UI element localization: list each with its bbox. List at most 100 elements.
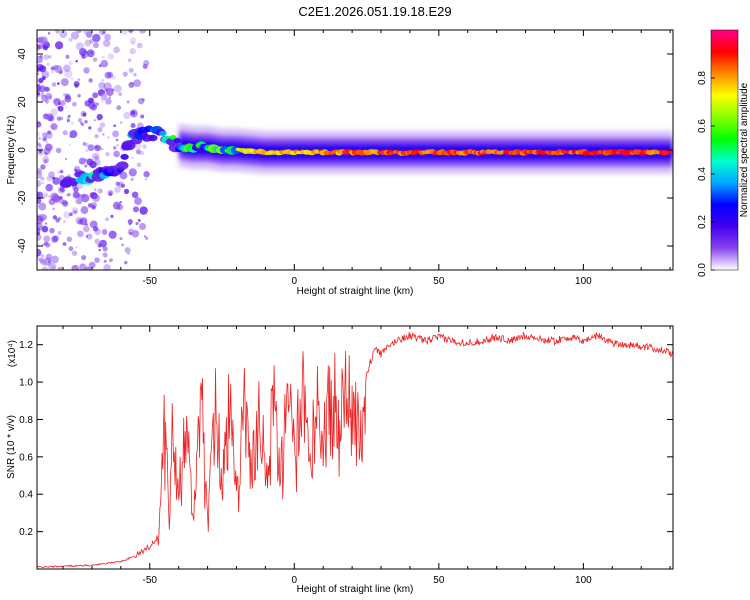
spectrogram-noise-dot — [108, 230, 117, 239]
spectrogram-noise-dot — [42, 136, 47, 142]
spectrogram-noise-dot — [71, 250, 78, 256]
spectrogram-noise-dot — [84, 39, 92, 47]
spectrogram-noise-dot — [77, 78, 81, 81]
colorbar-tick-label: 0.0 — [697, 263, 708, 277]
spectrogram-noise-dot — [83, 225, 90, 233]
spectrogram-noise-dot — [57, 105, 64, 112]
spectrogram-noise-dot — [121, 243, 124, 247]
spectrogram-noise-dot — [92, 57, 98, 62]
spectrogram-noise-dot — [90, 104, 98, 111]
spectrogram-noise-dot — [57, 266, 63, 270]
spectrogram-noise-dot — [70, 121, 74, 125]
spectrogram-noise-dot — [37, 256, 40, 261]
spectrogram-noise-dot — [100, 59, 109, 68]
y-tick-label: 1.0 — [19, 378, 33, 389]
spectrogram-noise-dot — [48, 95, 52, 99]
spectrogram-noise-dot — [102, 133, 105, 136]
spectrogram-noise-dot — [48, 171, 55, 178]
spectrogram-noise-dot — [46, 62, 50, 66]
x-tick-label: -50 — [143, 276, 158, 287]
spectrogram-image — [37, 30, 673, 270]
spectrogram-noise-dot — [43, 192, 49, 198]
spectrogram-noise-dot — [64, 95, 72, 103]
spectrogram-noise-dot — [105, 98, 112, 105]
spectrogram-noise-dot — [127, 58, 132, 62]
spectrogram-noise-dot — [50, 108, 58, 116]
spectrogram-noise-dot — [83, 30, 92, 35]
spectrogram-noise-dot — [57, 171, 60, 174]
spectrogram-noise-dot — [128, 168, 137, 177]
spectrogram-noise-dot — [131, 156, 134, 160]
spectrogram-noise-dot — [37, 91, 41, 96]
spectrogram-noise-dot — [37, 242, 40, 246]
spectrogram-noise-dot — [40, 164, 46, 170]
spectrogram-noise-dot — [114, 186, 121, 193]
spectrogram-noise-dot — [121, 30, 128, 36]
spectrogram-noise-dot — [120, 183, 126, 188]
spectrogram-noise-dot — [99, 239, 107, 248]
spectrogram-noise-dot — [87, 144, 95, 152]
spectrogram-noise-dot — [47, 260, 51, 264]
spectrogram-noise-dot — [59, 187, 65, 193]
spectrogram-noise-dot — [39, 258, 46, 265]
spectrogram-noise-dot — [37, 226, 41, 234]
spectrogram-noise-dot — [52, 194, 61, 203]
spectrogram-noise-dot — [75, 197, 82, 205]
spectrogram-noise-dot — [118, 92, 123, 97]
spectrogram-noise-dot — [97, 127, 103, 133]
spectrogram-noise-dot — [57, 231, 62, 235]
spectrogram-noise-dot — [89, 39, 94, 44]
spectrogram-noise-dot — [107, 71, 114, 79]
spectrogram-noise-dot — [138, 30, 147, 34]
spectrogram-noise-dot — [86, 49, 95, 58]
spectrogram-noise-dot — [100, 98, 105, 103]
spectrogram-noise-dot — [131, 191, 139, 199]
spectrogram-noise-dot — [82, 142, 87, 146]
spectrogram-noise-dot — [52, 235, 60, 242]
spectrogram-noise-dot — [37, 143, 43, 149]
spectrogram-noise-dot — [51, 266, 55, 270]
spectrogram-noise-dot — [62, 130, 68, 136]
spectrogram-noise-dot — [44, 86, 50, 92]
spectrogram-noise-dot — [83, 67, 90, 74]
spectrogram-noise-dot — [39, 150, 42, 154]
spectrogram-noise-dot — [123, 111, 131, 120]
spectrogram-noise-dot — [57, 82, 60, 85]
spectrogram-noise-dot — [107, 189, 114, 196]
spectrogram-noise-dot — [137, 218, 141, 222]
spectrogram-noise-dot — [41, 70, 50, 79]
spectrogram-noise-dot — [79, 263, 87, 270]
spectrogram-noise-dot — [51, 70, 54, 74]
y-tick-label: 0.2 — [19, 527, 33, 538]
spectrogram-noise-dot — [72, 191, 80, 199]
spectrogram-noise-dot — [91, 205, 96, 210]
spectrogram-noise-dot — [41, 266, 49, 270]
spectrogram-noise-dot — [43, 235, 51, 243]
spectrogram-noise-dot — [94, 228, 102, 236]
spectrogram-noise-dot — [130, 40, 135, 46]
spectrogram-noise-dot — [93, 119, 96, 122]
snr-scale-label: (x10⁴) — [7, 340, 18, 367]
spectrogram-noise-dot — [82, 112, 87, 117]
spectrogram-noise-dot — [86, 233, 93, 240]
spectrogram-noise-dot — [51, 255, 59, 264]
spectrogram-noise-dot — [92, 42, 99, 49]
spectrogram-noise-dot — [113, 150, 120, 158]
spectrogram-noise-dot — [78, 157, 86, 165]
chart-title: C2E1.2026.051.19.18.E29 — [298, 4, 451, 19]
x-tick-label: 0 — [292, 276, 298, 287]
spectrogram-noise-dot — [113, 124, 117, 128]
spectrogram-ridge-blob — [668, 150, 673, 154]
spectrogram-noise-dot — [41, 76, 46, 80]
spectrogram-noise-dot — [51, 82, 57, 87]
spectrogram-noise-dot — [56, 116, 62, 121]
spectrogram-noise-dot — [69, 130, 78, 138]
spectrogram-noise-dot — [104, 33, 112, 41]
spectrogram-ridge-blob — [159, 130, 167, 137]
x-tick-label: 0 — [292, 575, 298, 586]
spectrogram-noise-dot — [43, 159, 48, 164]
spectrogram-noise-dot — [132, 206, 139, 213]
spectrogram-noise-dot — [77, 118, 83, 123]
spectrogram-noise-dot — [135, 221, 139, 226]
spectrogram-noise-dot — [136, 162, 142, 168]
